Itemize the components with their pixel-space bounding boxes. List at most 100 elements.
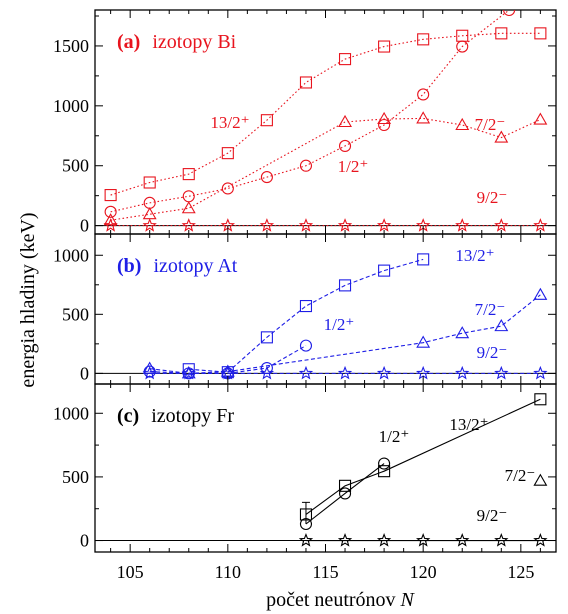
- data-point-circle: [456, 40, 469, 53]
- panel-letter: (a): [117, 31, 140, 53]
- panel-title-text: izotopy At: [153, 255, 237, 277]
- y-tick-label: 1000: [53, 403, 89, 423]
- data-point-star: [142, 218, 157, 232]
- data-point-circle: [338, 487, 352, 500]
- data-point-triangle: [533, 287, 548, 300]
- series-circle: [299, 457, 391, 531]
- level-label: 7/2⁻: [475, 300, 506, 319]
- data-point-star: [494, 365, 509, 380]
- data-point-triangle: [494, 130, 509, 143]
- data-point-square: [104, 189, 117, 202]
- x-tick-label: 125: [507, 562, 534, 582]
- y-tick-label: 1000: [53, 96, 89, 116]
- data-point-square: [182, 363, 195, 376]
- data-point-star: [259, 218, 275, 232]
- data-point-star: [337, 218, 353, 232]
- data-point-triangle: [142, 207, 157, 220]
- data-point-star: [337, 365, 353, 380]
- data-point-star: [103, 218, 118, 232]
- y-tick-label: 0: [80, 531, 89, 551]
- data-point-star: [416, 365, 431, 380]
- series-line: [305, 463, 385, 525]
- series-star: [142, 365, 548, 380]
- axes-frame: [94, 9, 557, 553]
- data-point-circle: [182, 190, 195, 203]
- x-tick-label: 115: [312, 562, 338, 582]
- data-point-star: [533, 218, 548, 232]
- data-point-star: [376, 218, 392, 232]
- data-point-star: [533, 365, 548, 380]
- data-point-square: [338, 479, 352, 492]
- panel-letter: (b): [117, 255, 141, 277]
- x-tick-label: 105: [117, 562, 144, 582]
- data-point-square: [417, 33, 430, 46]
- level-label: 9/2⁻: [477, 506, 508, 525]
- data-point-star: [455, 365, 470, 380]
- x-tick-label: 110: [215, 562, 241, 582]
- series-star: [298, 533, 548, 547]
- data-point-square: [221, 147, 234, 160]
- data-point-star: [181, 365, 196, 380]
- data-point-star: [494, 533, 509, 547]
- data-point-star: [494, 218, 509, 232]
- data-point-square: [378, 465, 391, 478]
- data-point-triangle: [181, 366, 196, 379]
- data-point-circle: [417, 88, 430, 101]
- chart-text: 13/2⁺ 1/2⁺ 7/2⁻ 9/2⁻ (a) izotopy Bi 13/2⁺ 1/2⁺ 7…: [117, 31, 535, 525]
- data-point-star: [298, 533, 314, 547]
- y-axis-label: energia hladiny (keV): [17, 212, 39, 387]
- level-label: 9/2⁻: [477, 343, 508, 362]
- data-point-triangle: [416, 335, 431, 348]
- level-label: 1/2⁺: [324, 315, 355, 334]
- x-axis-label-variable: N: [400, 589, 416, 611]
- series-square: [299, 393, 547, 521]
- series-square: [104, 27, 547, 202]
- data-point-triangle: [416, 111, 431, 124]
- data-point-star: [533, 533, 548, 547]
- series-line: [149, 345, 307, 374]
- data-point-circle: [260, 171, 273, 184]
- data-point-square: [534, 27, 547, 40]
- y-tick-label: 1000: [53, 245, 89, 265]
- data-point-triangle: [181, 201, 196, 214]
- panel-title-text: izotopy Fr: [151, 405, 234, 427]
- y-tick-label: 0: [80, 363, 89, 383]
- level-label: 13/2⁺: [455, 246, 494, 265]
- data-point-square: [182, 168, 195, 181]
- level-label: 9/2⁻: [477, 188, 508, 207]
- data-point-star: [455, 218, 470, 232]
- data-point-square: [299, 299, 313, 313]
- data-point-triangle: [455, 117, 470, 131]
- data-point-circle: [338, 139, 352, 153]
- series-triangle: [533, 473, 548, 486]
- data-point-circle: [299, 339, 313, 352]
- level-label: 13/2⁺: [449, 415, 488, 434]
- data-point-triangle: [533, 473, 548, 486]
- data-point-star: [376, 365, 392, 380]
- panel-title: (c) izotopy Fr: [117, 405, 234, 427]
- data-point-triangle: [338, 114, 352, 128]
- panel-letter: (c): [117, 405, 139, 427]
- y-tick-label: 1500: [53, 36, 89, 56]
- data-point-square: [260, 331, 273, 344]
- panel-title: (b) izotopy At: [117, 255, 238, 277]
- y-tick-label: 500: [62, 467, 89, 487]
- panel-title: (a) izotopy Bi: [117, 31, 237, 53]
- data-point-triangle: [103, 213, 118, 226]
- data-point-star: [298, 365, 314, 380]
- x-axis-label: počet neutrónov N: [266, 589, 415, 611]
- data-point-circle: [378, 457, 391, 470]
- data-point-square: [338, 279, 352, 292]
- axis-ticks: 0 500 1000 1500 0 500 1000 0 500 1000 105 110 115 120…: [53, 10, 556, 582]
- data-point-square: [338, 53, 352, 66]
- data-point-star: [416, 533, 431, 547]
- data-point-square: [260, 114, 273, 127]
- data-point-square: [378, 264, 391, 277]
- data-point-star: [298, 218, 314, 232]
- y-tick-label: 500: [62, 156, 89, 176]
- series-line: [110, 10, 510, 213]
- data-point-square: [534, 393, 547, 406]
- data-point-star: [181, 218, 196, 232]
- data-point-circle: [503, 10, 516, 17]
- data-point-triangle: [494, 319, 509, 332]
